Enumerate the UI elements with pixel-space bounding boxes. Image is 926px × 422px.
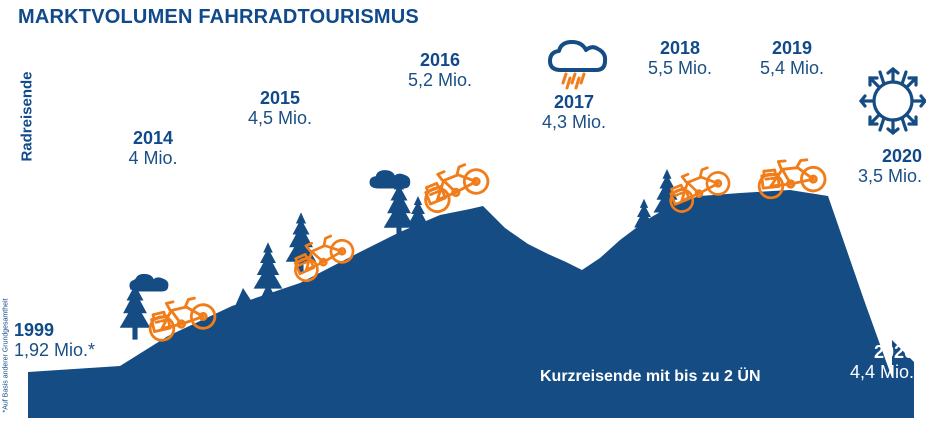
baseline-rule bbox=[0, 418, 926, 422]
page-title: MARKTVOLUMEN FAHRRADTOURISMUS bbox=[18, 6, 419, 28]
callout-2020-year: 2020 bbox=[881, 146, 922, 166]
callout-2020-value: 3,5 Mio. bbox=[857, 166, 922, 187]
short-trips-value: 4,4 Mio. bbox=[849, 362, 914, 383]
banner-corner-fold bbox=[892, 340, 914, 418]
callout-2017-year: 2017 bbox=[553, 92, 595, 112]
callout-2015: 2015 4,5 Mio. bbox=[230, 88, 330, 130]
callout-2018-value: 5,5 Mio. bbox=[647, 58, 713, 79]
callout-2014: 2014 4 Mio. bbox=[108, 128, 198, 170]
callout-2020: 2020 3,5 Mio. bbox=[826, 146, 922, 188]
footnote-text: *Auf Basis anderer Grundgesamtheit bbox=[2, 298, 10, 413]
callout-2019-value: 5,4 Mio. bbox=[759, 58, 825, 79]
callout-2016: 2016 5,2 Mio. bbox=[390, 50, 490, 92]
callout-2014-value: 4 Mio. bbox=[128, 148, 178, 169]
callout-2019-year: 2019 bbox=[771, 38, 813, 58]
callout-2014-year: 2014 bbox=[132, 128, 174, 148]
callout-1999: 1999 1,92 Mio.* bbox=[14, 320, 95, 362]
callout-2019: 2019 5,4 Mio. bbox=[742, 38, 842, 80]
callout-2017: 2017 4,3 Mio. bbox=[524, 92, 624, 134]
callout-short-trips-2020: 2020 4,4 Mio. bbox=[818, 342, 914, 384]
virus-icon bbox=[858, 66, 926, 136]
callout-2016-year: 2016 bbox=[419, 50, 461, 70]
callout-2017-value: 4,3 Mio. bbox=[541, 112, 607, 133]
callout-2018-year: 2018 bbox=[659, 38, 701, 58]
callout-2015-year: 2015 bbox=[259, 88, 301, 108]
callout-2018: 2018 5,5 Mio. bbox=[630, 38, 730, 80]
rain-cloud-icon bbox=[548, 40, 608, 90]
left-gutter bbox=[0, 406, 28, 422]
callout-2016-value: 5,2 Mio. bbox=[407, 70, 473, 91]
callout-2015-value: 4,5 Mio. bbox=[247, 108, 313, 129]
short-trips-label: Kurzreisende mit bis zu 2 ÜN bbox=[540, 368, 761, 385]
short-trips-year: 2020 bbox=[873, 342, 914, 362]
callout-1999-year: 1999 bbox=[14, 320, 55, 340]
callout-1999-value: 1,92 Mio.* bbox=[14, 340, 96, 361]
y-axis-label: Radreisende bbox=[18, 71, 36, 162]
area-silhouette bbox=[28, 190, 900, 422]
